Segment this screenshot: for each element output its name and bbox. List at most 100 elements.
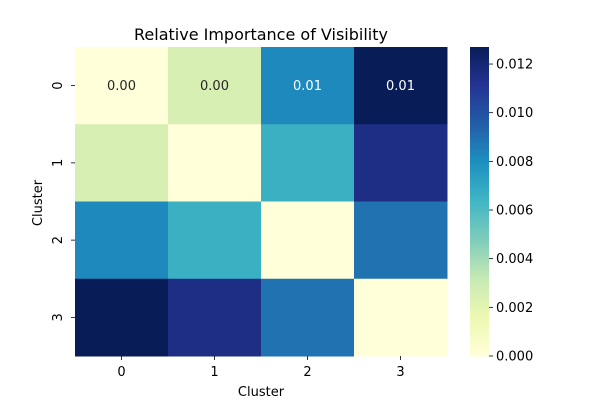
colorbar-segment [470,144,489,149]
colorbar-tick-label-3: 0.006 [496,204,533,219]
colorbar-segment [470,178,489,182]
heatmap-cell-3-0 [75,278,169,357]
colorbar-segment [470,299,489,303]
colorbar-segment [470,204,489,208]
colorbar-segment [470,283,489,288]
colorbar-segment [470,131,489,136]
colorbar-segment [470,312,489,316]
colorbar-segment [470,121,489,125]
heatmap-cell-0-3 [354,47,448,125]
colorbar-segment [470,319,489,324]
colorbar-segment [470,309,489,313]
colorbar-segment [470,106,489,110]
colorbar-segment [470,124,489,128]
heatmap-cell-3-1 [168,278,262,357]
colorbar-segment [470,201,489,205]
y-tick-label-0: 0 [51,81,66,89]
y-tick-label-1: 1 [51,159,66,167]
colorbar-segment [470,152,489,156]
colorbar-segment [470,317,489,321]
colorbar-segment [470,314,489,318]
y-axis-ticks: 0 1 2 3 [51,81,75,322]
colorbar-segment [470,111,489,115]
colorbar-segment [470,348,489,352]
colorbar-segment [470,232,489,236]
colorbar-segment [470,150,489,154]
colorbar-segment [470,47,489,51]
colorbar-segment [470,175,489,179]
colorbar-segment [470,214,489,218]
colorbar-segment [470,173,489,177]
colorbar-segment [470,54,489,58]
colorbar-segment [470,325,489,329]
colorbar-segment [470,147,489,151]
colorbar-segment [470,224,489,228]
colorbar-segment [470,327,489,331]
colorbar-segment [470,168,489,172]
colorbar-segment [470,85,489,89]
colorbar-segment [470,62,489,66]
colorbar-segment [470,268,489,272]
colorbar-segment [470,113,489,118]
colorbar-segment [470,142,489,146]
colorbar: 0.000 0.002 0.004 0.006 0.008 0.010 0.012 [470,47,533,365]
colorbar-segment [470,255,489,259]
colorbar-segment [470,126,489,130]
colorbar-segment [470,332,489,336]
x-tick-label-3: 3 [396,365,404,380]
colorbar-segment [470,229,489,233]
colorbar-segment [470,216,489,221]
colorbar-segment [470,240,489,244]
colorbar-segment [470,180,489,185]
colorbar-segment [470,304,489,308]
colorbar-tick-label-6: 0.012 [496,58,533,73]
colorbar-segment [470,335,489,339]
heatmap-cell-2-1 [168,201,262,280]
colorbar-segment [470,137,489,141]
colorbar-segment [470,337,489,342]
heatmap-cell-3-3 [354,278,448,357]
colorbar-segment [470,183,489,187]
heatmap-cells [75,47,448,357]
colorbar-segment [470,155,489,159]
cell-annotations: 0.00 0.00 0.01 0.01 [107,79,415,94]
x-tick-label-0: 0 [117,365,125,380]
heatmap-cell-0-1 [168,47,262,125]
colorbar-tick-label-0: 0.000 [496,350,533,365]
colorbar-segment [470,108,489,112]
colorbar-segment [470,242,489,246]
cell-annotation-0-3: 0.01 [386,79,415,94]
colorbar-segment [470,271,489,275]
colorbar-segment [470,237,489,241]
colorbar-segment [470,157,489,161]
colorbar-segment [470,350,489,355]
heatmap-cell-1-1 [168,124,262,202]
colorbar-segment [470,191,489,195]
colorbar-segment [470,75,489,79]
colorbar-segment [470,160,489,164]
heatmap-cell-2-0 [75,201,169,280]
colorbar-segment [470,57,489,61]
colorbar-segment [470,258,489,262]
colorbar-segment [470,186,489,190]
colorbar-segment [470,247,489,252]
cell-annotation-0-2: 0.01 [293,79,322,94]
colorbar-segment [470,103,489,107]
colorbar-segment [470,206,489,210]
colorbar-segment [470,296,489,300]
colorbar-segment [470,289,489,293]
chart-title: Relative Importance of Visibility [134,25,388,44]
colorbar-segment [470,134,489,138]
colorbar-segment [470,77,489,82]
colorbar-segment [470,263,489,267]
cell-annotation-0-1: 0.00 [200,79,229,94]
y-tick-label-3: 3 [51,313,66,321]
colorbar-segment [470,330,489,334]
colorbar-segment [470,273,489,277]
colorbar-segment [470,291,489,295]
heatmap-cell-1-2 [261,124,355,202]
colorbar-segment [470,119,489,123]
colorbar-segment [470,67,489,71]
colorbar-segment [470,294,489,298]
